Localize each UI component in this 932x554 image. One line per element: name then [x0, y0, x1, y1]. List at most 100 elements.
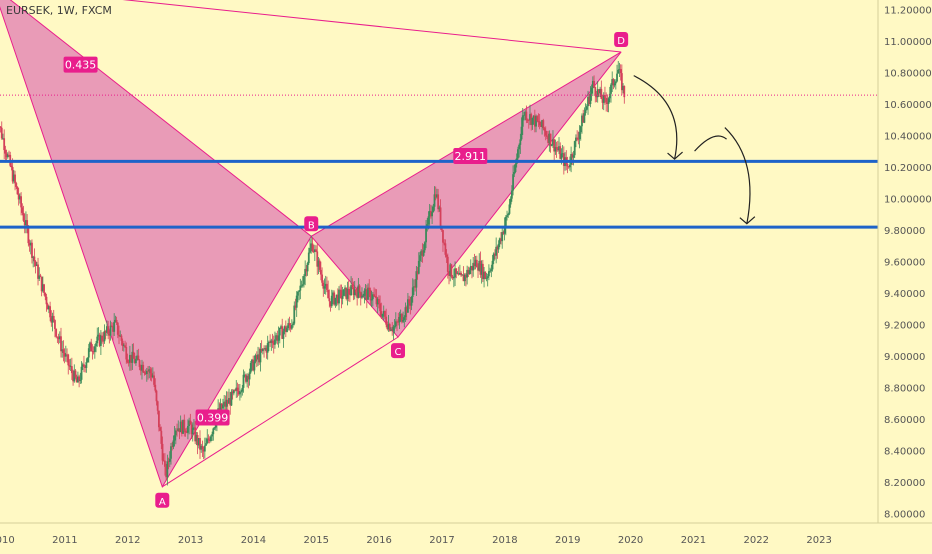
candle-body	[591, 88, 593, 94]
candle-body	[378, 299, 380, 303]
candle-body	[608, 98, 610, 104]
candle-body	[455, 268, 457, 273]
candle-body	[208, 438, 210, 439]
candle-body	[308, 253, 310, 264]
candle-body	[561, 154, 563, 159]
candle-body	[373, 294, 375, 296]
candle-body	[315, 249, 317, 251]
y-tick-label: 10.40000	[884, 131, 932, 142]
candle-body	[286, 328, 288, 332]
candle-body	[164, 461, 166, 467]
candle-body	[212, 428, 214, 434]
candle-body	[394, 326, 396, 327]
candle-body	[156, 391, 158, 402]
candle-body	[615, 81, 617, 83]
candle-body	[83, 364, 85, 366]
candle-body	[240, 392, 242, 393]
candle-body	[379, 303, 381, 311]
candle-body	[60, 336, 62, 351]
candle-body	[187, 426, 189, 433]
candle-body	[211, 434, 213, 436]
x-tick-label: 2014	[241, 535, 266, 546]
candle-body	[320, 270, 322, 275]
candle-body	[302, 284, 304, 285]
candle-body	[509, 204, 511, 213]
candle-body	[585, 110, 587, 114]
pattern-point-label: A	[159, 497, 166, 508]
x-tick-label: 2016	[366, 535, 391, 546]
ratio-label: 0.399	[197, 411, 229, 424]
candle-body	[27, 228, 29, 243]
candle-body	[476, 260, 478, 267]
candle-body	[488, 271, 490, 276]
candle-body	[447, 257, 449, 272]
candle-body	[551, 145, 553, 146]
candle-body	[81, 367, 83, 380]
candle-body	[21, 207, 23, 212]
pattern-point-label: D	[617, 36, 625, 47]
candle-body	[202, 446, 204, 449]
candle-body	[67, 355, 69, 366]
candle-body	[49, 306, 51, 317]
candle-body	[1, 128, 3, 139]
candle-body	[518, 145, 520, 149]
candle-body	[274, 339, 276, 344]
candle-body	[53, 316, 55, 320]
price-axis-area	[878, 0, 932, 550]
y-tick-label: 8.80000	[884, 384, 925, 395]
x-tick-label: 2018	[492, 535, 517, 546]
candle-body	[604, 95, 606, 98]
candle-body	[515, 164, 517, 172]
candle-body	[370, 290, 372, 300]
candle-body	[368, 288, 370, 290]
candle-body	[94, 346, 96, 351]
candle-body	[610, 85, 612, 94]
candle-body	[176, 430, 178, 431]
candle-body	[173, 440, 175, 446]
candle-body	[355, 289, 357, 292]
x-tick-label: 2023	[806, 535, 831, 546]
candle-body	[272, 341, 274, 343]
y-tick-label: 9.00000	[884, 352, 925, 363]
candle-body	[620, 69, 622, 73]
candle-body	[298, 291, 300, 292]
x-tick-label: 2020	[618, 535, 643, 546]
candle-body	[343, 289, 345, 296]
candle-body	[283, 331, 285, 338]
candle-body	[162, 444, 164, 461]
candle-body	[243, 375, 245, 388]
candle-body	[154, 385, 156, 391]
candle-body	[510, 199, 512, 205]
candle-body	[412, 287, 414, 296]
candle-body	[469, 270, 471, 274]
y-tick-label: 10.60000	[884, 100, 932, 111]
candle-body	[205, 443, 207, 445]
candle-body	[137, 356, 139, 361]
candle-body	[183, 420, 185, 431]
chart-title: EURSEK, 1W, FXCM	[6, 4, 112, 17]
candle-body	[291, 325, 293, 329]
candle-body	[614, 83, 616, 85]
candle-body	[71, 366, 73, 373]
candle-body	[15, 183, 17, 187]
candle-body	[107, 326, 109, 334]
candle-body	[153, 375, 155, 384]
candle-body	[334, 298, 336, 305]
candle-body	[75, 371, 77, 378]
candle-body	[609, 94, 611, 98]
candle-body	[312, 243, 314, 251]
candle-body	[408, 299, 410, 303]
y-tick-label: 9.40000	[884, 289, 925, 300]
candle-body	[569, 165, 571, 167]
candle-body	[523, 115, 525, 116]
candle-body	[158, 411, 160, 428]
x-tick-label: 2017	[429, 535, 454, 546]
candle-body	[139, 360, 141, 367]
candle-body	[446, 255, 448, 257]
y-tick-label: 11.20000	[884, 5, 932, 16]
candle-body	[267, 343, 269, 353]
candle-body	[486, 278, 488, 279]
candle-body	[174, 435, 176, 440]
candle-body	[128, 362, 130, 363]
